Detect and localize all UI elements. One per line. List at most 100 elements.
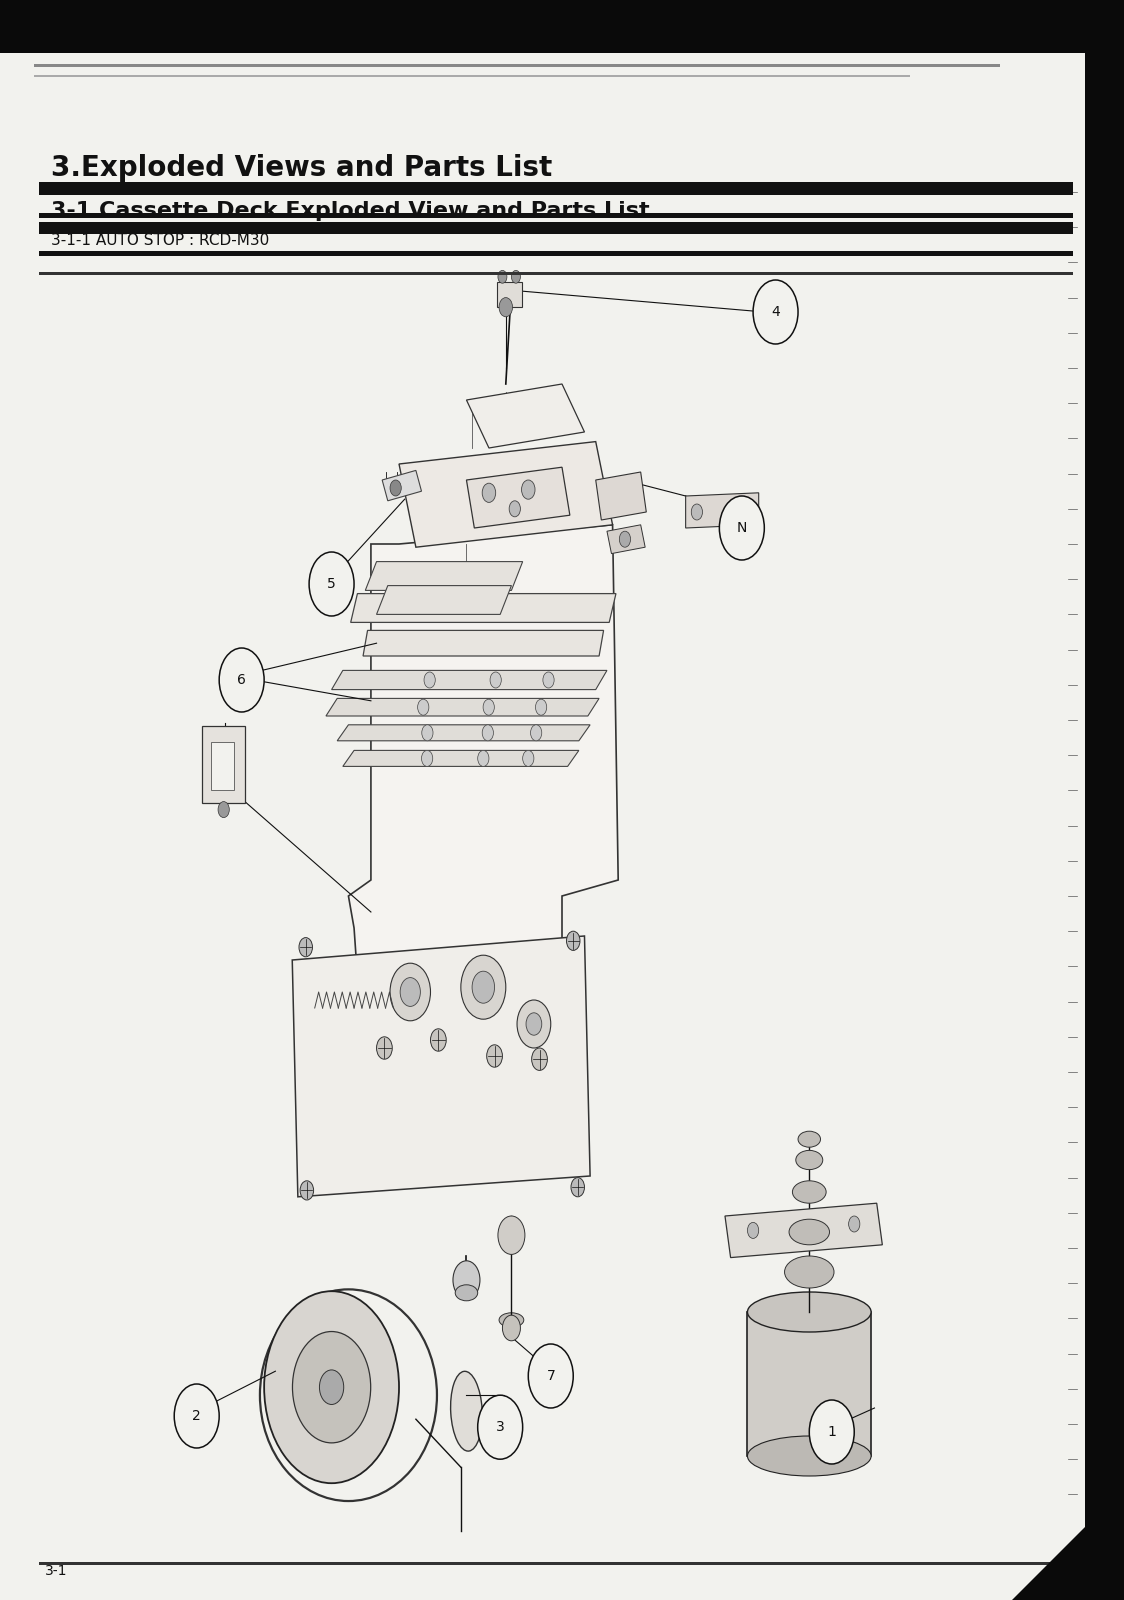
Ellipse shape xyxy=(796,1150,823,1170)
Circle shape xyxy=(418,699,429,715)
Circle shape xyxy=(809,1400,854,1464)
Text: 3: 3 xyxy=(496,1421,505,1434)
Text: 5: 5 xyxy=(327,578,336,590)
Circle shape xyxy=(422,725,433,741)
Circle shape xyxy=(377,1037,392,1059)
Circle shape xyxy=(517,1000,551,1048)
Bar xyxy=(39,213,1073,218)
Circle shape xyxy=(490,672,501,688)
Text: 2: 2 xyxy=(192,1410,201,1422)
Polygon shape xyxy=(377,586,511,614)
Circle shape xyxy=(453,1261,480,1299)
Polygon shape xyxy=(337,725,590,741)
Circle shape xyxy=(400,978,420,1006)
Bar xyxy=(39,182,1073,195)
Polygon shape xyxy=(292,936,590,1197)
Circle shape xyxy=(498,1216,525,1254)
Circle shape xyxy=(502,1315,520,1341)
Polygon shape xyxy=(686,493,759,528)
Ellipse shape xyxy=(455,1285,478,1301)
Bar xyxy=(211,742,234,790)
Circle shape xyxy=(482,725,493,741)
Circle shape xyxy=(535,699,546,715)
Bar xyxy=(202,726,245,803)
Circle shape xyxy=(528,1344,573,1408)
Circle shape xyxy=(300,1181,314,1200)
Circle shape xyxy=(299,938,312,957)
Bar xyxy=(39,222,1073,234)
Circle shape xyxy=(498,270,507,283)
Circle shape xyxy=(522,480,535,499)
Text: 3-1 Cassette Deck Exploded View and Parts List: 3-1 Cassette Deck Exploded View and Part… xyxy=(51,200,650,221)
Circle shape xyxy=(523,750,534,766)
Text: 3-1-1 AUTO STOP : RCD-M30: 3-1-1 AUTO STOP : RCD-M30 xyxy=(51,234,269,248)
Ellipse shape xyxy=(747,1437,871,1475)
Polygon shape xyxy=(607,525,645,554)
Circle shape xyxy=(747,1222,759,1238)
Polygon shape xyxy=(351,594,616,622)
Ellipse shape xyxy=(789,1219,830,1245)
Circle shape xyxy=(422,750,433,766)
Polygon shape xyxy=(332,670,607,690)
Circle shape xyxy=(390,963,430,1021)
Ellipse shape xyxy=(451,1371,482,1451)
Circle shape xyxy=(511,270,520,283)
Ellipse shape xyxy=(785,1256,834,1288)
Bar xyxy=(34,64,1000,67)
Ellipse shape xyxy=(792,1181,826,1203)
Circle shape xyxy=(532,1048,547,1070)
Bar xyxy=(39,1562,1073,1565)
Polygon shape xyxy=(725,1203,882,1258)
Circle shape xyxy=(390,480,401,496)
Circle shape xyxy=(543,672,554,688)
Circle shape xyxy=(309,552,354,616)
Circle shape xyxy=(430,1029,446,1051)
Bar xyxy=(1085,0,1124,1600)
Polygon shape xyxy=(348,525,618,1171)
Circle shape xyxy=(731,501,742,517)
Polygon shape xyxy=(343,750,579,766)
Circle shape xyxy=(461,955,506,1019)
Text: 3-1: 3-1 xyxy=(45,1563,67,1578)
Polygon shape xyxy=(365,562,523,590)
Circle shape xyxy=(218,802,229,818)
Circle shape xyxy=(719,496,764,560)
Circle shape xyxy=(691,504,702,520)
Bar xyxy=(747,1312,871,1456)
Circle shape xyxy=(292,1331,371,1443)
Polygon shape xyxy=(596,472,646,520)
Polygon shape xyxy=(1012,1488,1124,1600)
Bar xyxy=(39,251,1073,256)
Circle shape xyxy=(478,1395,523,1459)
Circle shape xyxy=(264,1291,399,1483)
Circle shape xyxy=(849,1216,860,1232)
Polygon shape xyxy=(466,384,584,448)
Circle shape xyxy=(526,1013,542,1035)
Circle shape xyxy=(319,1370,344,1405)
Polygon shape xyxy=(326,698,599,715)
Circle shape xyxy=(478,750,489,766)
Circle shape xyxy=(424,672,435,688)
Circle shape xyxy=(566,931,580,950)
Circle shape xyxy=(509,501,520,517)
Circle shape xyxy=(174,1384,219,1448)
Bar xyxy=(497,282,522,307)
Ellipse shape xyxy=(747,1293,871,1331)
Ellipse shape xyxy=(499,1312,524,1328)
Text: 4: 4 xyxy=(771,306,780,318)
Text: 1: 1 xyxy=(827,1426,836,1438)
Text: 3.Exploded Views and Parts List: 3.Exploded Views and Parts List xyxy=(51,155,552,182)
Circle shape xyxy=(482,483,496,502)
Circle shape xyxy=(531,725,542,741)
Text: 7: 7 xyxy=(546,1370,555,1382)
Circle shape xyxy=(499,298,513,317)
Bar xyxy=(0,0,1124,53)
Bar xyxy=(39,272,1073,275)
Circle shape xyxy=(483,699,495,715)
Text: N: N xyxy=(736,522,747,534)
Circle shape xyxy=(472,971,495,1003)
Circle shape xyxy=(487,1045,502,1067)
Polygon shape xyxy=(466,467,570,528)
Circle shape xyxy=(219,648,264,712)
Circle shape xyxy=(753,280,798,344)
